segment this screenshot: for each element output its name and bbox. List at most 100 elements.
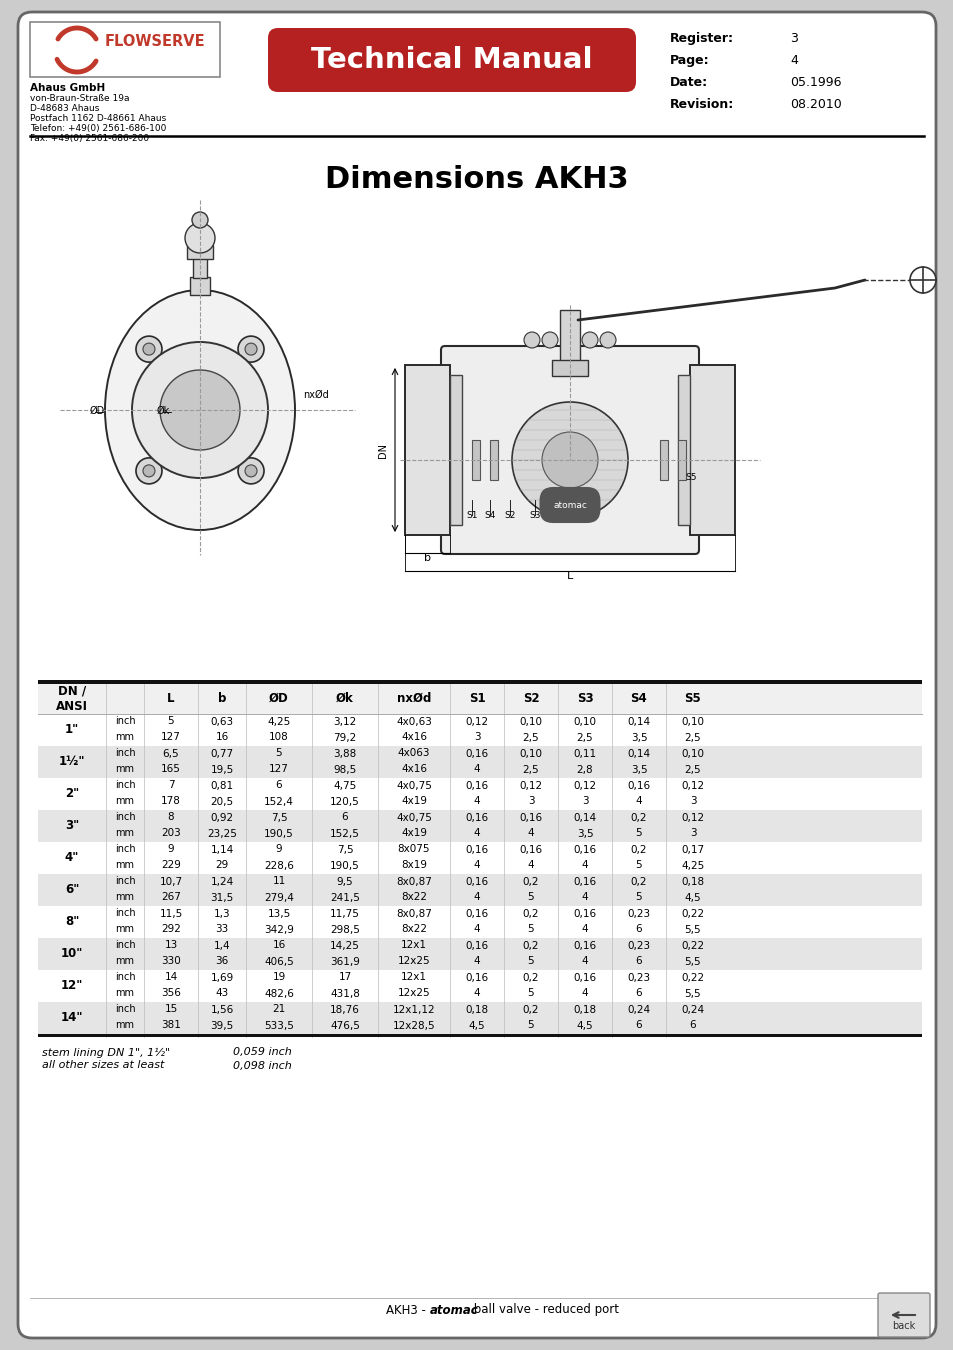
Text: 8x22: 8x22 xyxy=(400,925,427,934)
Text: 4: 4 xyxy=(581,892,588,903)
Bar xyxy=(38,1002,921,1034)
Text: 0,12: 0,12 xyxy=(680,813,704,822)
Text: 0,23: 0,23 xyxy=(627,972,650,983)
Bar xyxy=(678,440,685,481)
Text: AKH3 -: AKH3 - xyxy=(386,1304,430,1316)
Text: S4: S4 xyxy=(630,693,647,705)
Text: FLOWSERVE: FLOWSERVE xyxy=(105,35,206,50)
Text: 5: 5 xyxy=(635,829,641,838)
Text: 0,2: 0,2 xyxy=(630,813,646,822)
Text: 4x19: 4x19 xyxy=(400,829,427,838)
Text: 5: 5 xyxy=(527,892,534,903)
Text: S1: S1 xyxy=(466,512,477,520)
Text: 0,10: 0,10 xyxy=(573,717,596,726)
Text: mm: mm xyxy=(115,860,134,871)
Text: all other sizes at least: all other sizes at least xyxy=(42,1061,164,1071)
Text: ball valve - reduced port: ball valve - reduced port xyxy=(470,1304,618,1316)
Text: Fax: +49(0) 2561-686-200: Fax: +49(0) 2561-686-200 xyxy=(30,134,149,143)
Text: atomac: atomac xyxy=(430,1304,478,1316)
Text: inch: inch xyxy=(114,748,135,759)
Text: 0,16: 0,16 xyxy=(627,780,650,791)
Bar xyxy=(38,745,921,778)
Text: 31,5: 31,5 xyxy=(211,892,233,903)
Text: 4: 4 xyxy=(635,796,641,806)
Text: 241,5: 241,5 xyxy=(330,892,359,903)
Text: 3,12: 3,12 xyxy=(333,717,356,726)
Text: S2: S2 xyxy=(504,512,516,520)
Bar xyxy=(38,683,921,714)
Text: 4x0,75: 4x0,75 xyxy=(395,813,432,822)
Text: 0,10: 0,10 xyxy=(680,717,703,726)
Text: 1,69: 1,69 xyxy=(211,972,233,983)
Circle shape xyxy=(909,267,935,293)
Text: 0,2: 0,2 xyxy=(522,972,538,983)
Text: 39,5: 39,5 xyxy=(211,1021,233,1030)
Text: 6: 6 xyxy=(635,957,641,967)
Text: atomac: atomac xyxy=(553,501,586,509)
Text: 2,5: 2,5 xyxy=(522,764,538,775)
Text: 19: 19 xyxy=(273,972,285,983)
Text: 4x063: 4x063 xyxy=(397,748,430,759)
Circle shape xyxy=(541,432,598,487)
Text: 0,16: 0,16 xyxy=(573,909,596,918)
Text: von-Braun-Straße 19a: von-Braun-Straße 19a xyxy=(30,95,130,103)
Text: 4x16: 4x16 xyxy=(400,733,427,743)
Text: mm: mm xyxy=(115,988,134,999)
Text: 292: 292 xyxy=(161,925,181,934)
Text: 4,75: 4,75 xyxy=(333,780,356,791)
Circle shape xyxy=(136,458,162,483)
Text: 1,3: 1,3 xyxy=(213,909,230,918)
Text: 0,12: 0,12 xyxy=(680,780,704,791)
Text: 11: 11 xyxy=(273,876,285,887)
Text: b: b xyxy=(423,554,431,563)
Text: 4: 4 xyxy=(789,54,797,68)
Text: 7,5: 7,5 xyxy=(271,813,287,822)
Text: 0,22: 0,22 xyxy=(680,909,704,918)
Text: 9,5: 9,5 xyxy=(336,876,353,887)
Bar xyxy=(187,244,213,259)
Text: mm: mm xyxy=(115,957,134,967)
Text: 4x0,63: 4x0,63 xyxy=(395,717,432,726)
Text: 229: 229 xyxy=(161,860,181,871)
Text: 14: 14 xyxy=(164,972,177,983)
Text: 0,18: 0,18 xyxy=(680,876,704,887)
Text: Telefon: +49(0) 2561-686-100: Telefon: +49(0) 2561-686-100 xyxy=(30,124,166,134)
Bar xyxy=(552,360,587,377)
Text: 0,11: 0,11 xyxy=(573,748,596,759)
Text: Register:: Register: xyxy=(669,32,733,45)
Text: 3: 3 xyxy=(527,796,534,806)
Text: 4: 4 xyxy=(474,829,479,838)
Text: 2,5: 2,5 xyxy=(576,733,593,743)
Text: 2,5: 2,5 xyxy=(684,764,700,775)
Text: 9: 9 xyxy=(275,845,282,855)
Text: 3: 3 xyxy=(789,32,797,45)
Text: mm: mm xyxy=(115,829,134,838)
Text: 4,25: 4,25 xyxy=(680,860,704,871)
Text: 127: 127 xyxy=(161,733,181,743)
Text: S1: S1 xyxy=(468,693,485,705)
Text: 4: 4 xyxy=(474,957,479,967)
Bar xyxy=(450,375,461,525)
Text: 4,5: 4,5 xyxy=(576,1021,593,1030)
Circle shape xyxy=(599,332,616,348)
Text: 1,56: 1,56 xyxy=(211,1004,233,1014)
Text: Technical Manual: Technical Manual xyxy=(311,46,592,74)
Text: 4,5: 4,5 xyxy=(468,1021,485,1030)
Text: 190,5: 190,5 xyxy=(330,860,359,871)
Text: 6: 6 xyxy=(341,813,348,822)
Text: 98,5: 98,5 xyxy=(333,764,356,775)
Circle shape xyxy=(541,332,558,348)
Text: 1½": 1½" xyxy=(59,755,85,768)
Text: 0,77: 0,77 xyxy=(211,748,233,759)
Bar xyxy=(659,440,667,481)
Text: 4: 4 xyxy=(474,764,479,775)
Text: 29: 29 xyxy=(215,860,229,871)
Text: mm: mm xyxy=(115,892,134,903)
Text: 8x075: 8x075 xyxy=(397,845,430,855)
Text: 23,25: 23,25 xyxy=(207,829,236,838)
Text: 431,8: 431,8 xyxy=(330,988,359,999)
Text: L: L xyxy=(167,693,174,705)
Text: 0,24: 0,24 xyxy=(680,1004,704,1014)
Bar xyxy=(30,22,220,77)
Text: 12x1,12: 12x1,12 xyxy=(393,1004,435,1014)
